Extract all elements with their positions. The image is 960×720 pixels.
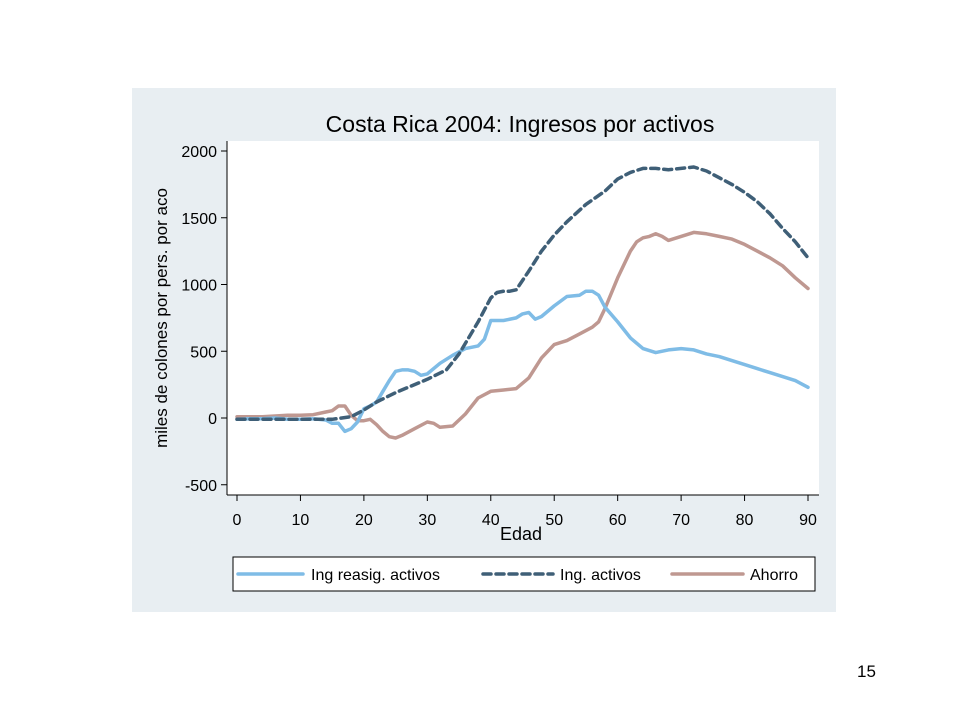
page-number: 15 [857,662,876,681]
series-line-ahorro [235,230,810,440]
plot-area [227,141,819,495]
legend-label: Ing. activos [560,567,641,584]
series-line-ing-reasig-activos [235,289,810,434]
x-tick-label: 60 [609,512,627,529]
x-tick-label: 20 [355,512,373,529]
x-tick-label: 0 [233,512,242,529]
y-tick-label: -500 [185,478,217,495]
y-axis-label: miles de colones por pers. por aco [152,188,171,448]
y-tick-label: 1500 [181,211,217,228]
legend-item-ahorro: Ahorro [670,567,798,584]
legend-items: Ing reasig. activos Ing. activos Ahorro [236,567,798,584]
legend-item-ing-activos: Ing. activos [481,567,641,584]
chart-title: Costa Rica 2004: Ingresos por activos [326,111,715,137]
legend-label: Ahorro [750,567,798,584]
legend-label: Ing reasig. activos [311,567,440,584]
x-tick-label: 90 [799,512,817,529]
y-tick-label: 0 [208,411,217,428]
x-tick-label: 10 [292,512,310,529]
x-axis-ticks: 0 10 20 30 40 50 60 70 80 90 [233,495,817,529]
y-tick-label: 1000 [181,278,217,295]
series-line-ing-activos [235,165,810,422]
y-tick-label: 500 [190,344,217,361]
x-tick-label: 30 [418,512,436,529]
x-tick-label: 80 [736,512,754,529]
y-axis-ticks: 2000 1500 1000 500 0 -500 [181,144,227,495]
x-tick-label: 70 [672,512,690,529]
x-tick-label: 50 [545,512,563,529]
y-tick-label: 2000 [181,144,217,161]
legend-item-ing-reasig-activos: Ing reasig. activos [236,567,440,584]
x-axis-label: Edad [500,524,542,544]
series-lines [235,165,810,440]
x-tick-label: 40 [482,512,500,529]
